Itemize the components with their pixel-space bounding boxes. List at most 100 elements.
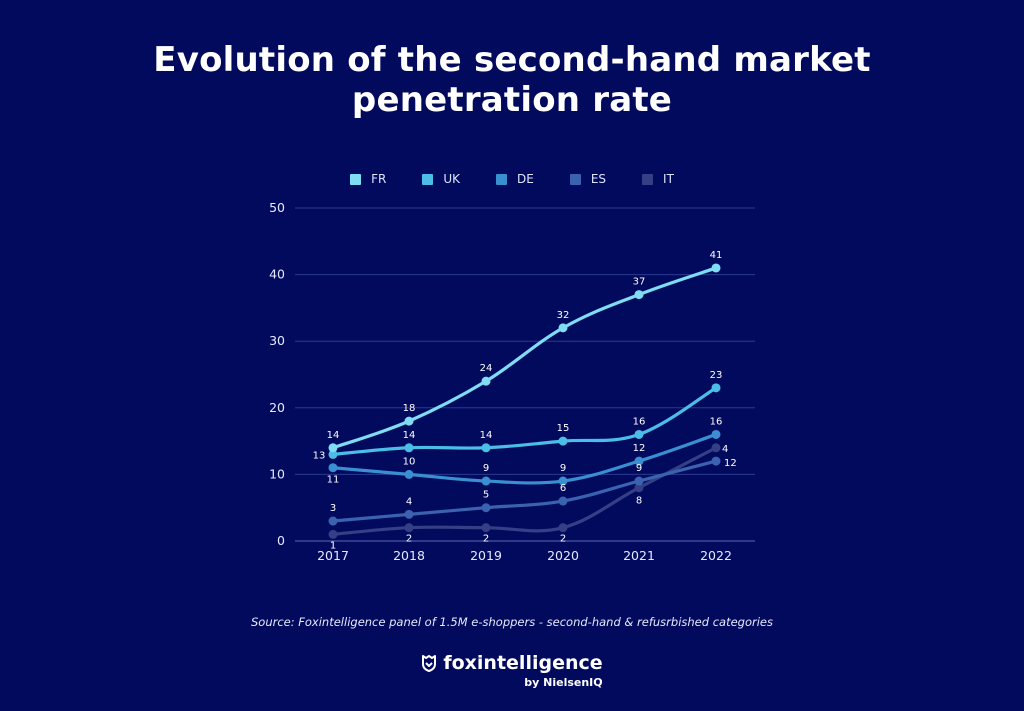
data-point	[404, 443, 414, 453]
data-label: 15	[557, 423, 570, 434]
data-point	[328, 443, 338, 453]
data-label: 1	[330, 540, 336, 551]
data-point	[404, 523, 414, 533]
data-point	[328, 463, 338, 473]
data-label: 12	[633, 443, 646, 454]
y-tick-label: 10	[269, 466, 285, 481]
legend-label: FR	[371, 172, 387, 186]
source-note: Source: Foxintelligence panel of 1.5M e-…	[251, 615, 773, 629]
y-tick-label: 20	[269, 400, 285, 415]
legend-item-es: ES	[569, 172, 607, 186]
legend-swatch	[496, 173, 507, 185]
x-tick-label: 2017	[317, 548, 349, 563]
data-label: 9	[636, 463, 642, 474]
legend-label: UK	[443, 172, 460, 186]
x-tick-label: 2020	[547, 548, 579, 563]
data-point	[481, 523, 491, 533]
data-point	[404, 416, 414, 426]
data-point	[634, 456, 644, 466]
data-point	[558, 476, 568, 486]
x-tick-label: 2018	[393, 548, 425, 563]
data-label: 5	[483, 490, 489, 501]
data-point	[328, 449, 338, 459]
data-point	[328, 516, 338, 526]
data-label: 18	[403, 403, 416, 414]
data-label: 9	[560, 463, 566, 474]
data-label: 16	[633, 416, 646, 427]
legend-item-it: IT	[642, 172, 674, 186]
data-point	[558, 523, 568, 533]
legend-item-fr: FR	[350, 172, 386, 186]
chart-legend: FR UK DE ES IT	[0, 172, 1024, 186]
legend-label: IT	[663, 172, 674, 186]
chart-title: Evolution of the second-hand market pene…	[0, 40, 1024, 120]
fox-shield-icon	[422, 655, 437, 672]
data-point	[481, 503, 491, 513]
data-point	[711, 383, 721, 393]
data-label: 8	[636, 496, 642, 507]
data-point	[404, 469, 414, 479]
legend-swatch	[642, 173, 654, 185]
data-point	[634, 290, 644, 300]
series-line-it	[331, 446, 718, 536]
data-label: 24	[480, 363, 493, 374]
data-point	[481, 476, 491, 486]
data-label: 9	[483, 463, 489, 474]
data-label: 2	[560, 534, 566, 545]
data-point	[558, 436, 568, 446]
legend-swatch	[569, 173, 581, 185]
x-tick-label: 2022	[700, 548, 732, 563]
series-line-de	[331, 432, 718, 485]
data-point	[558, 323, 568, 333]
y-tick-label: 40	[269, 267, 285, 282]
data-label: 23	[710, 370, 723, 381]
data-label: 41	[710, 250, 723, 261]
data-label: 2	[406, 534, 412, 545]
brand-name: foxintelligence	[443, 652, 603, 674]
data-label: 32	[557, 310, 570, 321]
series-line-es	[331, 459, 718, 523]
data-point	[711, 263, 721, 273]
data-label: 13	[313, 450, 326, 461]
legend-item-uk: UK	[422, 172, 460, 186]
y-tick-label: 0	[277, 533, 285, 548]
legend-label: ES	[590, 172, 607, 186]
data-point	[634, 483, 644, 493]
y-tick-label: 50	[269, 200, 285, 215]
data-label: 3	[330, 503, 336, 514]
brand-subtitle: by NielsenIQ	[524, 676, 603, 689]
data-label: 10	[403, 456, 416, 467]
data-label: 37	[633, 277, 646, 288]
data-point	[404, 509, 414, 519]
data-point	[481, 376, 491, 386]
data-point	[711, 443, 721, 453]
data-point	[481, 443, 491, 453]
legend-item-de: DE	[496, 172, 534, 186]
data-label: 2	[483, 534, 489, 545]
x-tick-label: 2019	[470, 548, 502, 563]
data-label: 12	[724, 458, 737, 469]
data-label: 14	[403, 430, 416, 441]
data-point	[634, 476, 644, 486]
legend-label: DE	[517, 172, 534, 186]
data-label: 16	[710, 416, 723, 427]
legend-swatch	[350, 173, 362, 185]
data-point	[711, 429, 721, 439]
data-point	[711, 456, 721, 466]
data-point	[634, 429, 644, 439]
data-label: 14	[327, 430, 340, 441]
data-label: 11	[327, 475, 340, 486]
legend-swatch	[422, 173, 434, 185]
data-point	[328, 529, 338, 539]
data-label: 4	[722, 444, 728, 455]
y-tick-label: 30	[269, 333, 285, 348]
data-label: 6	[560, 483, 566, 494]
data-label: 14	[480, 430, 493, 441]
x-tick-label: 2021	[623, 548, 655, 563]
chart-title-line2: penetration rate	[351, 80, 673, 120]
data-label: 4	[406, 496, 412, 507]
data-point	[558, 496, 568, 506]
chart-title-line1: Evolution of the second-hand market	[153, 40, 871, 80]
series-line-fr	[331, 266, 718, 450]
